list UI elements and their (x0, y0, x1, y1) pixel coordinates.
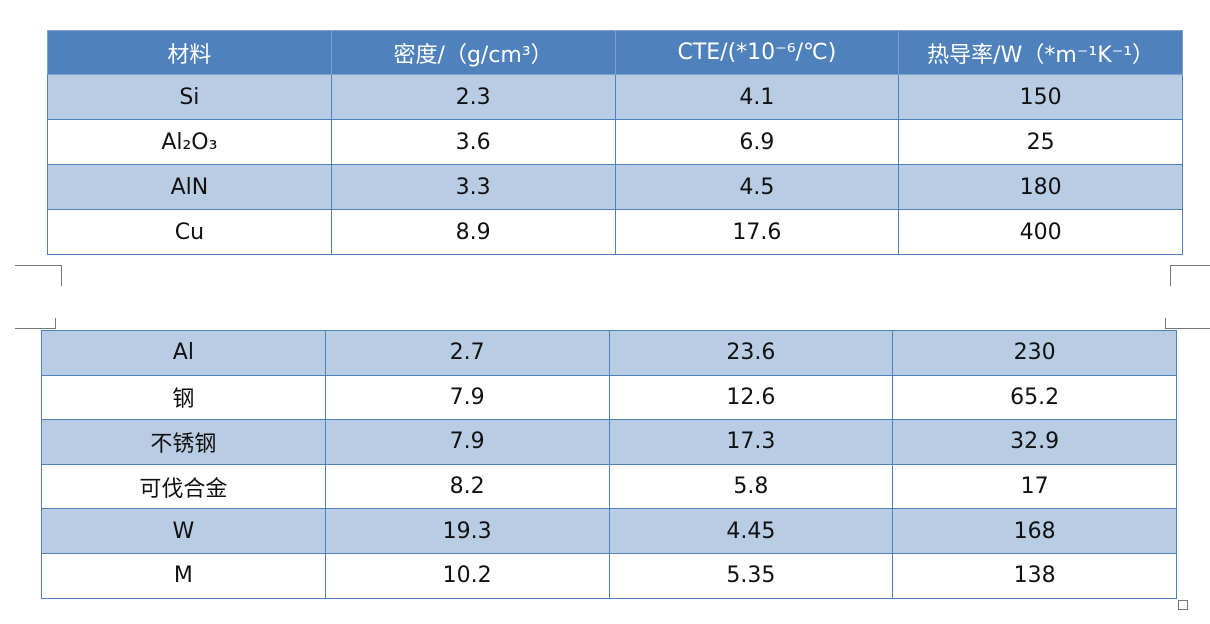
cell: 17 (892, 463, 1177, 510)
cell: AlN (47, 164, 332, 210)
table: Al 2.7 23.6 230 钢 7.9 12.6 65.2 不锈钢 7.9 17.3 32.9 可伐… (41, 330, 1177, 599)
cell: 17.6 (614, 209, 900, 255)
cell: 可伐合金 (41, 463, 326, 510)
cell: 4.45 (608, 508, 894, 554)
corner-mark (1170, 265, 1210, 286)
cell: M (41, 552, 326, 599)
cell: 150 (898, 74, 1183, 120)
cell: 8.2 (324, 463, 610, 510)
header-cell: CTE/(*10⁻⁶/℃) (614, 30, 900, 75)
cell: 钢 (41, 374, 326, 421)
cell: 4.5 (614, 164, 900, 210)
cell: Al (41, 330, 326, 376)
cell: 138 (892, 552, 1177, 599)
cell: 65.2 (892, 374, 1177, 421)
cell: 4.1 (614, 74, 900, 120)
cell: 23.6 (608, 330, 894, 376)
cell: 2.3 (330, 74, 616, 120)
resize-handle (1178, 600, 1188, 610)
corner-mark (15, 318, 56, 329)
row: Al₂O₃ 3.6 6.9 25 (47, 119, 1183, 165)
cell: 17.3 (608, 419, 894, 465)
cell: Al₂O₃ (47, 119, 332, 165)
row: Si 2.3 4.1 150 (47, 74, 1183, 120)
row: 钢 7.9 12.6 65.2 (41, 374, 1177, 421)
cell: 6.9 (614, 119, 900, 165)
cell: 32.9 (892, 419, 1177, 465)
row: 不锈钢 7.9 17.3 32.9 (41, 419, 1177, 465)
header-cell: 热导率/W（*m⁻¹K⁻¹） (898, 30, 1183, 75)
cell: 180 (898, 164, 1183, 210)
cell: 5.8 (608, 463, 894, 510)
cell: 3.6 (330, 119, 616, 165)
row: W 19.3 4.45 168 (41, 508, 1177, 554)
cell: 12.6 (608, 374, 894, 421)
corner-mark (15, 265, 62, 286)
header-cell: 密度/（g/cm³） (330, 30, 616, 75)
cell: W (41, 508, 326, 554)
cell: 8.9 (330, 209, 616, 255)
cell: 25 (898, 119, 1183, 165)
row: Al 2.7 23.6 230 (41, 330, 1177, 376)
cell: Cu (47, 209, 332, 255)
cell: 不锈钢 (41, 419, 326, 465)
row: Cu 8.9 17.6 400 (47, 209, 1183, 255)
cell: 5.35 (608, 552, 894, 599)
corner-mark (1165, 318, 1210, 329)
row: AlN 3.3 4.5 180 (47, 164, 1183, 210)
row: M 10.2 5.35 138 (41, 552, 1177, 599)
cell: 19.3 (324, 508, 610, 554)
cell: 2.7 (324, 330, 610, 376)
header-row: 材料 密度/（g/cm³） CTE/(*10⁻⁶/℃) 热导率/W（*m⁻¹K⁻¹） (47, 30, 1183, 75)
cell: 400 (898, 209, 1183, 255)
cell: Si (47, 74, 332, 120)
cell: 10.2 (324, 552, 610, 599)
row: 可伐合金 8.2 5.8 17 (41, 463, 1177, 510)
cell: 3.3 (330, 164, 616, 210)
table: 材料 密度/（g/cm³） CTE/(*10⁻⁶/℃) 热导率/W（*m⁻¹K⁻¹） S… (47, 30, 1183, 255)
cell: 230 (892, 330, 1177, 376)
cell: 168 (892, 508, 1177, 554)
header-cell: 材料 (47, 30, 332, 75)
cell: 7.9 (324, 419, 610, 465)
cell: 7.9 (324, 374, 610, 421)
